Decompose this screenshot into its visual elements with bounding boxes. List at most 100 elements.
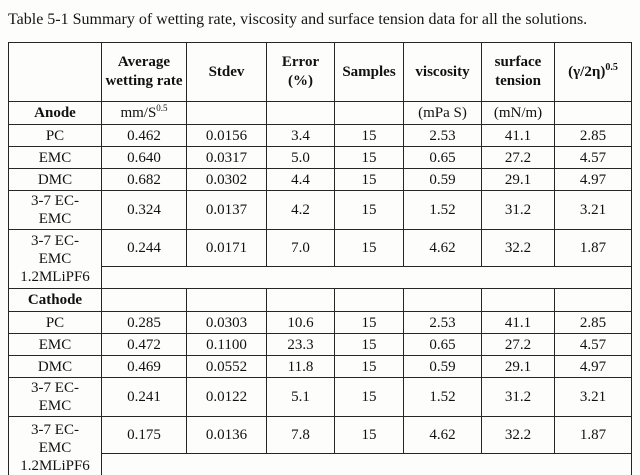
table-cell: 0.0171 [186,229,267,267]
table-row-anode-ecemc: 3-7 EC- EMC 0.324 0.0137 4.2 15 1.52 31.2… [8,190,632,230]
table-row-cathode-pc: PC 0.285 0.0303 10.6 15 2.53 41.1 2.85 [8,311,632,334]
table-cell: 1.52 [403,190,482,230]
table-cell: 3.4 [266,124,335,147]
row-label: EMC [8,333,102,356]
table-cell: 31.2 [481,190,555,230]
table-cell: 0.0156 [186,124,267,147]
empty-cell [334,288,404,312]
header-surface-tension: surface tension [481,42,555,102]
table-cell: 31.2 [481,377,555,417]
table-cell: 15 [334,168,404,191]
table-cell: 0.244 [101,229,187,267]
table-cell: 41.1 [481,311,555,334]
table-caption: Table 5-1 Summary of wetting rate, visco… [8,11,588,28]
row-label: 3-7 EC- EMC 1.2MLiPF6 [8,229,102,289]
table-cell: 4.62 [403,229,482,267]
table-cell: 15 [334,146,404,169]
table-cell: 15 [334,416,404,454]
table-cell: 0.324 [101,190,187,230]
row-label: 3-7 EC- EMC 1.2MLiPF6 [8,416,102,475]
summary-table: Average wetting rate Stdev Error (%) Sam… [8,42,632,475]
row-label: 3-7 EC- EMC [8,190,102,230]
empty-cell [101,288,187,312]
table-cell: 0.0137 [186,190,267,230]
header-row: Average wetting rate Stdev Error (%) Sam… [8,42,632,102]
row-label: DMC [8,355,102,378]
section-label-cathode: Cathode [8,288,102,312]
table-cell: 2.85 [554,311,632,334]
section-label-anode: Anode [8,101,102,125]
table-cell: 10.6 [266,311,335,334]
table-cell: 4.4 [266,168,335,191]
table-cell: 15 [334,333,404,356]
table-cell: 1.87 [554,229,632,267]
empty-cell [481,288,555,312]
unit-viscosity: (mPa S) [403,101,482,125]
table-cell: 4.2 [266,190,335,230]
table-cell: 15 [334,311,404,334]
table-cell: 0.462 [101,124,187,147]
table-cell: 0.682 [101,168,187,191]
table-cell: 15 [334,190,404,230]
unit-wetting-base: mm/S [120,105,157,121]
table-row-cathode-dmc: DMC 0.469 0.0552 11.8 15 0.59 29.1 4.97 [8,355,632,378]
empty-cell [186,288,267,312]
empty-cell [554,101,632,125]
table-cell: 0.0136 [186,416,267,454]
table-cell: 2.53 [403,311,482,334]
table-cell: 0.0552 [186,355,267,378]
table-cell: 3.21 [554,190,632,230]
header-stdev: Stdev [186,42,267,102]
table-cell: 27.2 [481,146,555,169]
row-label: PC [8,311,102,334]
table-cell: 1.52 [403,377,482,417]
anode-lipf6-overflow-row [9,266,632,289]
anode-section-row: Anode mm/S0.5 (mPa S) (mN/m) [8,101,632,125]
empty-merged-cell [101,266,632,289]
table-cell: 15 [334,124,404,147]
table-cell: 7.0 [266,229,335,267]
table-cell: 2.85 [554,124,632,147]
table-cell: 0.0302 [186,168,267,191]
table-cell: 5.1 [266,377,335,417]
table-cell: 0.0122 [186,377,267,417]
header-viscosity: viscosity [403,42,482,102]
table-cell: 23.3 [266,333,335,356]
empty-cell [403,288,482,312]
header-avg-wetting-rate: Average wetting rate [101,42,187,102]
table-cell: 0.0303 [186,311,267,334]
row-label: EMC [8,146,102,169]
table-cell: 5.0 [266,146,335,169]
table-cell: 4.97 [554,168,632,191]
header-corner [8,42,102,102]
unit-surface-tension: (mN/m) [481,101,555,125]
table-cell: 0.65 [403,146,482,169]
table-cell: 0.59 [403,355,482,378]
table-cell: 0.0317 [186,146,267,169]
unit-wetting-rate: mm/S0.5 [101,101,187,125]
empty-merged-cell [101,453,632,475]
table-cell: 4.97 [554,355,632,378]
table-row-anode-ecemc-lipf6: 3-7 EC- EMC 1.2MLiPF6 0.244 0.0171 7.0 15 … [8,229,632,289]
gamma-exponent: 0.5 [605,61,618,73]
table-cell: 27.2 [481,333,555,356]
gamma-base: (γ/2η) [568,63,606,80]
table-row-anode-dmc: DMC 0.682 0.0302 4.4 15 0.59 29.1 4.97 [8,168,632,191]
table-row-cathode-ecemc: 3-7 EC- EMC 0.241 0.0122 5.1 15 1.52 31.2… [8,377,632,417]
row-label: DMC [8,168,102,191]
table-cell: 15 [334,377,404,417]
table-cell: 4.57 [554,146,632,169]
table-cell: 11.8 [266,355,335,378]
row-label: 3-7 EC- EMC [8,377,102,417]
table-cell: 0.65 [403,333,482,356]
table-cell: 0.285 [101,311,187,334]
empty-cell [554,288,632,312]
table-cell: 32.2 [481,416,555,454]
table-cell: 0.241 [101,377,187,417]
table-cell: 29.1 [481,355,555,378]
table-cell: 4.57 [554,333,632,356]
table-cell: 0.1100 [186,333,267,356]
table-row-cathode-ecemc-lipf6: 3-7 EC- EMC 1.2MLiPF6 0.175 0.0136 7.8 15 … [8,416,632,475]
table-cell: 41.1 [481,124,555,147]
